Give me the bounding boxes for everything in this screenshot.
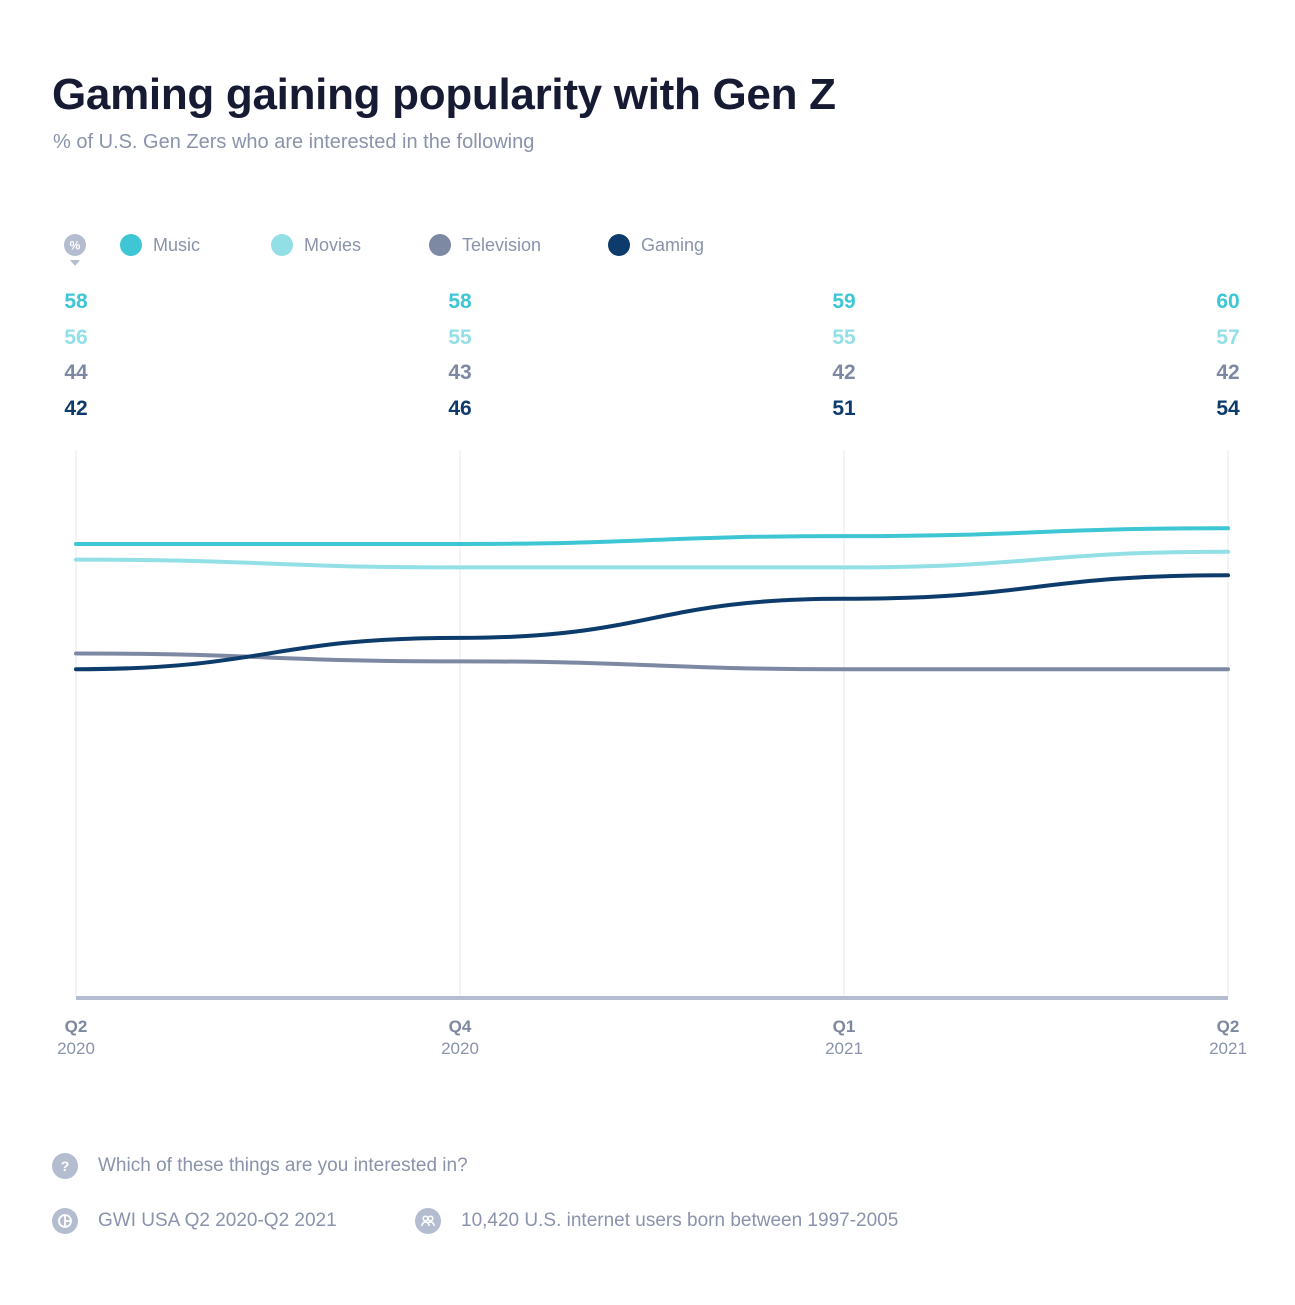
value-label-gaming-2: 51	[832, 397, 856, 420]
x-tick-label-1: Q4 2020	[420, 1017, 500, 1059]
value-label-movies-1: 55	[448, 326, 472, 349]
question-icon: ?	[52, 1153, 78, 1179]
value-label-movies-3: 57	[1216, 326, 1240, 349]
sample-text: 10,420 U.S. internet users born between …	[461, 1210, 899, 1231]
legend-item-music: Music	[120, 233, 200, 257]
legend-item-movies: Movies	[271, 233, 361, 257]
value-label-television-1: 43	[448, 361, 472, 384]
chart-subtitle: % of U.S. Gen Zers who are interested in…	[53, 131, 535, 153]
x-tick-year: 2020	[441, 1039, 479, 1058]
legend-item-television: Television	[429, 233, 541, 257]
value-label-gaming-3: 54	[1216, 397, 1240, 420]
x-tick-year: 2021	[1209, 1039, 1247, 1058]
legend-label: Music	[153, 234, 201, 255]
legend-item-gaming: Gaming	[608, 233, 704, 257]
x-tick-label-2: Q1 2021	[804, 1017, 884, 1059]
legend-swatch	[120, 234, 142, 256]
source-text: GWI USA Q2 2020-Q2 2021	[98, 1210, 337, 1231]
value-label-gaming-1: 46	[448, 397, 472, 420]
legend-swatch	[608, 234, 630, 256]
x-tick-quarter: Q2	[64, 1017, 88, 1036]
value-label-television-3: 42	[1216, 361, 1240, 384]
value-label-music-3: 60	[1216, 290, 1240, 313]
footer-sample: 10,420 U.S. internet users born between …	[415, 1208, 898, 1234]
value-label-music-0: 58	[64, 290, 88, 313]
x-tick-year: 2020	[57, 1039, 95, 1058]
pie-chart-icon	[52, 1208, 78, 1234]
value-label-gaming-0: 42	[64, 397, 88, 420]
x-tick-quarter: Q1	[832, 1017, 856, 1036]
footer-source: GWI USA Q2 2020-Q2 2021	[52, 1208, 337, 1234]
series-line-movies	[74, 549, 1230, 570]
question-text: Which of these things are you interested…	[98, 1155, 468, 1176]
value-label-music-2: 59	[832, 290, 856, 313]
x-tick-label-0: Q2 2020	[36, 1017, 116, 1059]
value-label-television-2: 42	[832, 361, 856, 384]
value-label-movies-0: 56	[64, 326, 88, 349]
legend-label: Gaming	[641, 234, 705, 255]
x-tick-year: 2021	[825, 1039, 863, 1058]
percent-marker-icon: %	[64, 234, 86, 266]
series-line-gaming	[74, 573, 1230, 672]
footer-question: ? Which of these things are you interest…	[52, 1153, 468, 1179]
chart-title: Gaming gaining popularity with Gen Z	[52, 70, 836, 119]
value-label-movies-2: 55	[832, 326, 856, 349]
legend-swatch	[271, 234, 293, 256]
value-label-music-1: 58	[448, 290, 472, 313]
percent-marker-label: %	[70, 239, 81, 253]
value-label-television-0: 44	[64, 361, 88, 384]
legend-label: Movies	[304, 234, 362, 255]
series-line-television	[74, 651, 1230, 672]
legend-label: Television	[462, 234, 542, 255]
users-icon	[415, 1208, 441, 1234]
x-tick-quarter: Q2	[1216, 1017, 1240, 1036]
x-tick-quarter: Q4	[448, 1017, 472, 1036]
series-line-music	[74, 526, 1230, 546]
legend-swatch	[429, 234, 451, 256]
x-tick-label-3: Q2 2021	[1188, 1017, 1268, 1059]
